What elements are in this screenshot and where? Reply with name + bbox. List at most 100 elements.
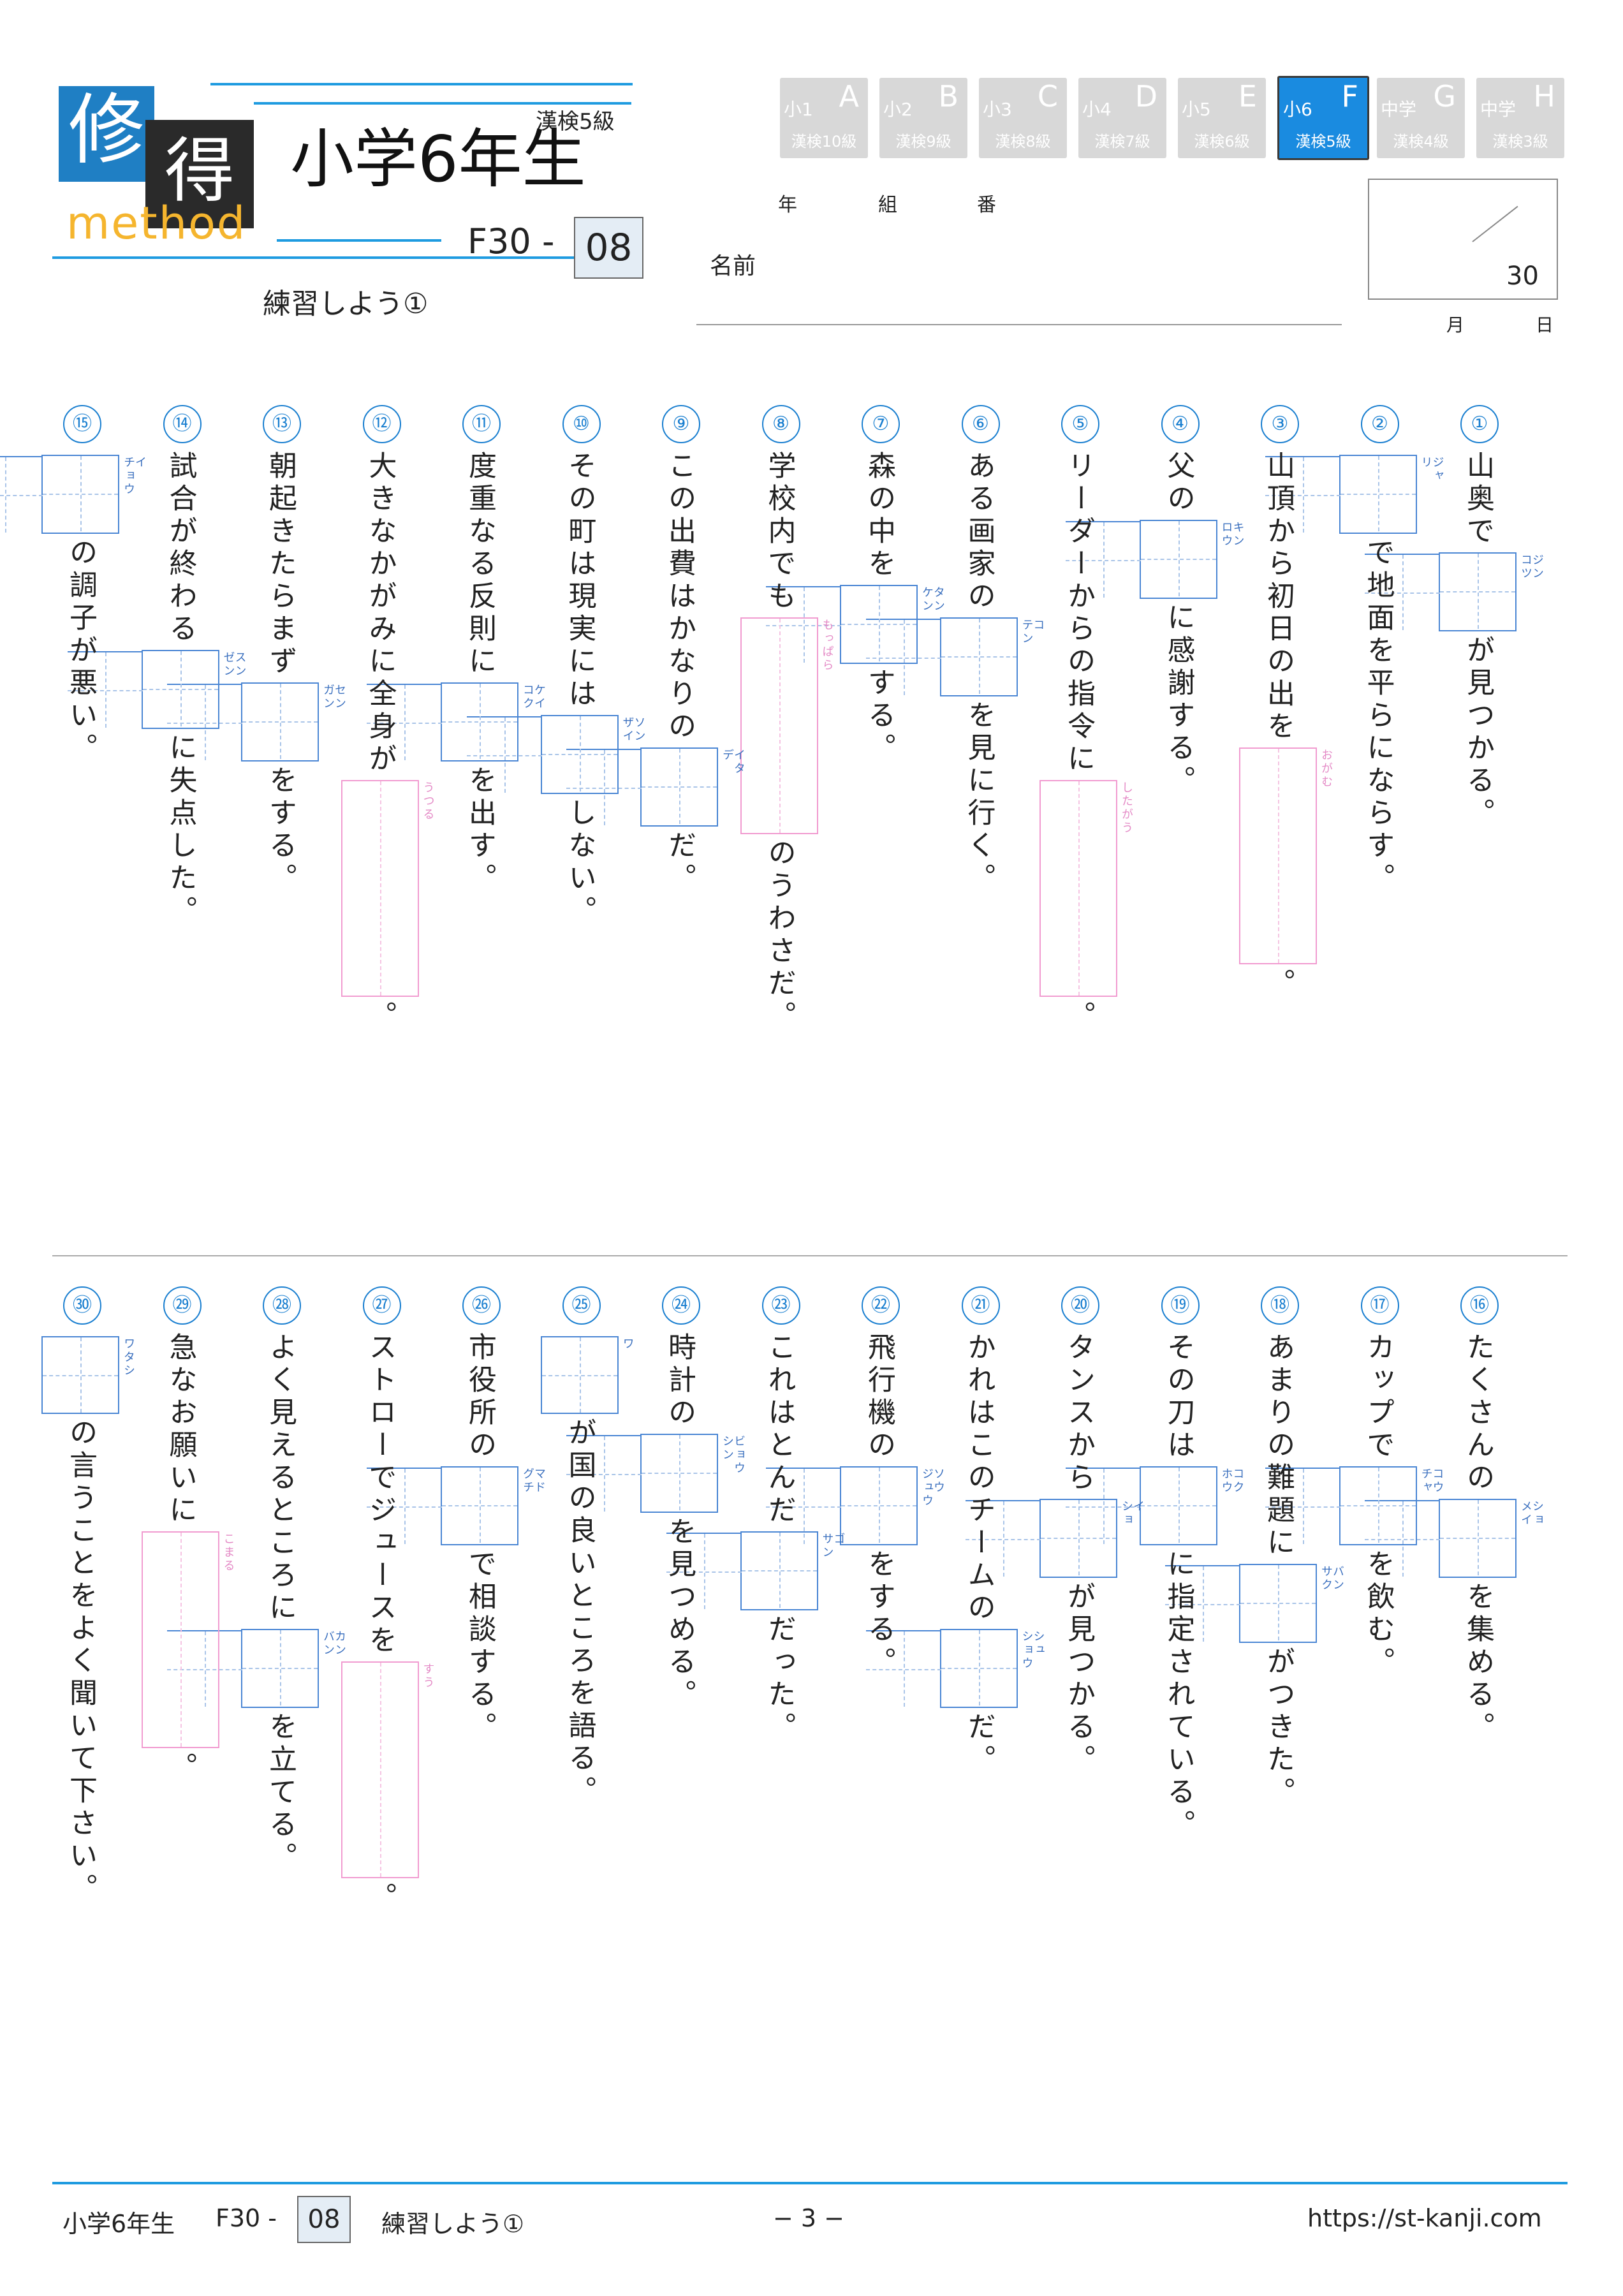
kanji-answer-box[interactable]: ジャリ [1265, 455, 1444, 534]
reading-hint: イチョウ [122, 456, 147, 533]
answer-cell[interactable] [1240, 1565, 1316, 1640]
answer-cell[interactable] [566, 1435, 642, 1512]
answer-cell[interactable] [1340, 1468, 1416, 1543]
answer-cell[interactable] [541, 716, 617, 791]
okurigana-answer-box[interactable]: うつる [341, 780, 435, 997]
answer-cell[interactable] [1440, 1500, 1515, 1575]
okurigana-answer-box[interactable]: こまる [141, 1531, 235, 1748]
answer-cell[interactable] [941, 1630, 1017, 1705]
kanji-answer-box[interactable]: シュ ショウ [865, 1629, 1045, 1708]
answer-cell[interactable] [1140, 521, 1216, 596]
answer-cell[interactable] [1165, 1565, 1240, 1642]
level-tab-a[interactable]: 小1 A 漢検10級 [780, 78, 868, 158]
answer-cell[interactable] [865, 619, 941, 695]
level-tab-g[interactable]: 中学 G 漢検4級 [1377, 78, 1465, 158]
answer-cell[interactable] [43, 1337, 118, 1413]
answer-cell[interactable] [242, 684, 318, 759]
answer-cell[interactable] [367, 684, 442, 760]
kanji-answer-box[interactable]: コテン [865, 617, 1045, 696]
answer-cell[interactable] [1041, 781, 1116, 996]
kanji-answer-box[interactable]: スン ゼン [67, 650, 247, 729]
answer-cell[interactable] [67, 651, 143, 728]
answer-cell[interactable] [642, 1435, 717, 1510]
site-url[interactable]: https://st-kanji.com [1307, 2204, 1542, 2232]
level-tab-d[interactable]: 小4 D 漢検7級 [1078, 78, 1166, 158]
question-24: 時計の ビョウ シン を見つめる。 [566, 1332, 745, 1712]
answer-cell[interactable] [342, 781, 418, 996]
answer-cell[interactable] [766, 1468, 841, 1544]
answer-cell[interactable] [1065, 521, 1141, 598]
answer-cell[interactable] [242, 1630, 318, 1705]
answer-cell[interactable] [1041, 1500, 1116, 1575]
answer-cell[interactable] [167, 684, 242, 760]
level-tab-c[interactable]: 小3 C 漢検8級 [979, 78, 1067, 158]
kanji-answer-box[interactable]: コウ チャ [1265, 1466, 1444, 1545]
answer-cell[interactable] [666, 1533, 742, 1609]
answer-cell[interactable] [1140, 1468, 1216, 1543]
level-tab-e[interactable]: 小5 E 漢検6級 [1178, 78, 1266, 158]
level-tab-f[interactable]: 小6 F 漢検5級 [1277, 76, 1369, 160]
answer-cell[interactable] [1265, 1468, 1340, 1544]
kanji-answer-box[interactable]: ショ メイ [1365, 1499, 1544, 1578]
answer-cell[interactable] [541, 1337, 617, 1413]
reading-hint: ジャリ [1420, 456, 1444, 533]
answer-cell[interactable] [841, 586, 916, 661]
kanji-answer-box[interactable]: カン バン [167, 1629, 346, 1708]
okurigana-answer-box[interactable]: もっぱら [740, 617, 834, 834]
reading-hint: おがむ [1319, 749, 1333, 963]
kanji-answer-box[interactable]: ビョウ シン [566, 1434, 745, 1513]
answer-cell[interactable] [342, 1663, 418, 1877]
answer-cell[interactable] [741, 1533, 817, 1608]
kanji-answer-box[interactable]: ワタシ [41, 1336, 135, 1414]
kanji-answer-box[interactable]: キン ロウ [1065, 520, 1245, 599]
kanji-answer-box[interactable]: ジン コツ [1365, 552, 1544, 631]
score-box[interactable] [1368, 179, 1558, 300]
answer-cell[interactable] [941, 619, 1017, 694]
answer-cell[interactable] [1365, 554, 1440, 630]
answer-cell[interactable] [841, 1468, 916, 1543]
answer-cell[interactable] [642, 749, 717, 824]
kanji-answer-box[interactable]: イチョウ [0, 455, 147, 534]
kanji-answer-box[interactable]: ソウ ジュウ [766, 1466, 945, 1545]
answer-cell[interactable] [466, 716, 542, 793]
kanji-answer-box[interactable]: マド グチ [367, 1466, 546, 1545]
okurigana-answer-box[interactable]: したがう [1039, 780, 1133, 997]
answer-cell[interactable] [43, 456, 118, 531]
answer-cell[interactable] [1365, 1500, 1440, 1577]
answer-cell[interactable] [442, 1468, 517, 1543]
answer-cell[interactable] [1440, 554, 1515, 629]
answer-cell[interactable] [142, 651, 218, 726]
answer-cell[interactable] [167, 1630, 242, 1707]
kanji-answer-box[interactable]: ワ [540, 1336, 635, 1414]
level-tab-b[interactable]: 小2 B 漢検9級 [879, 78, 967, 158]
answer-cell[interactable] [865, 1630, 941, 1707]
level-tab-h[interactable]: 中学 H 漢検3級 [1476, 78, 1564, 158]
kanji-answer-box[interactable]: ケイ コク [367, 682, 546, 762]
kanji-answer-box[interactable]: バン サク [1165, 1564, 1344, 1643]
answer-cell[interactable] [1265, 456, 1340, 533]
header-rule-top [210, 83, 633, 85]
answer-cell[interactable] [1065, 1468, 1141, 1544]
answer-cell[interactable] [1340, 456, 1416, 531]
kanji-answer-box[interactable]: ソン ザイ [466, 715, 646, 794]
score-total: 30 [1506, 261, 1539, 291]
kanji-answer-box[interactable]: コク ホウ [1065, 1466, 1245, 1545]
answer-cell[interactable] [367, 1468, 442, 1544]
logo-char-1: 修 [68, 86, 145, 175]
okurigana-answer-box[interactable]: おがむ [1239, 747, 1333, 964]
kanji-answer-box[interactable]: ゴサン [666, 1531, 846, 1610]
kanji-answer-box[interactable]: イタデ [566, 747, 745, 827]
okurigana-answer-box[interactable]: すう [341, 1661, 435, 1878]
kanji-answer-box[interactable]: セン ガン [167, 682, 346, 762]
kanji-answer-box[interactable]: タン ケン [766, 585, 945, 664]
answer-cell[interactable] [966, 1500, 1041, 1577]
answer-cell[interactable] [1240, 749, 1316, 963]
answer-cell[interactable] [742, 619, 817, 833]
answer-cell[interactable] [766, 586, 841, 663]
answer-cell[interactable] [0, 456, 43, 533]
name-field[interactable] [696, 324, 1342, 325]
answer-cell[interactable] [566, 749, 642, 825]
kanji-answer-box[interactable]: イショ [966, 1499, 1145, 1578]
answer-cell[interactable] [143, 1533, 218, 1747]
answer-cell[interactable] [442, 684, 517, 759]
